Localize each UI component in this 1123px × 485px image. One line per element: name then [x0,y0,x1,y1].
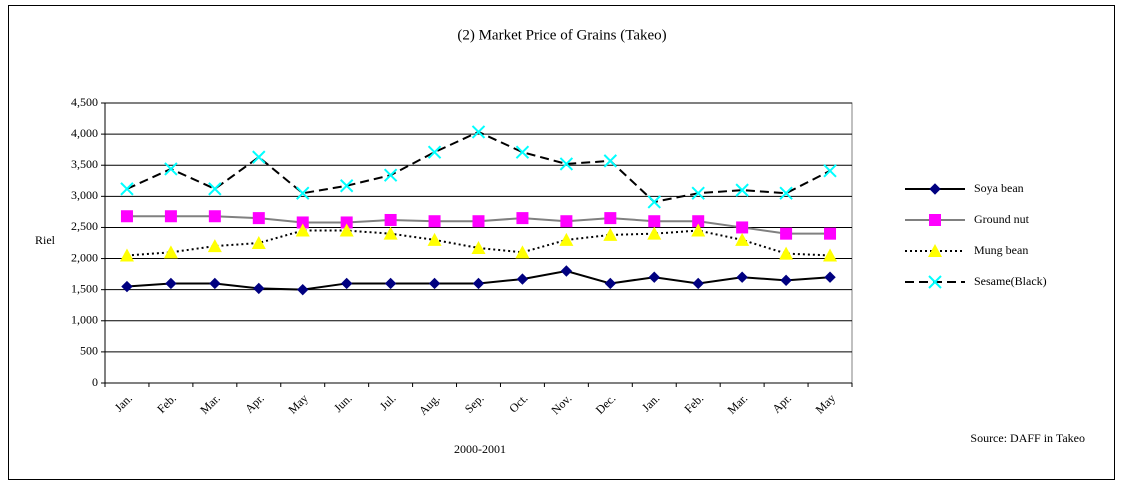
marker [928,244,942,257]
marker [295,223,310,237]
marker [208,182,222,196]
marker [296,186,310,200]
marker [120,182,134,196]
marker [691,223,706,237]
y-tick-label: 3,000 [71,188,98,202]
marker [735,232,750,246]
marker [472,215,485,228]
chart-title: (2) Market Price of Grains (Takeo) [457,27,666,43]
series-markers [121,265,836,296]
marker [560,265,573,277]
y-tick-label: 1,500 [71,281,98,295]
marker [120,210,133,223]
marker [692,215,705,228]
y-tick-label: 4,500 [71,95,98,109]
marker [428,215,441,228]
marker [735,183,749,197]
marker [164,162,178,176]
marker [604,212,617,225]
y-tick-label: 4,000 [71,126,98,140]
marker [163,245,178,259]
marker [780,274,792,287]
marker [119,248,134,262]
marker [384,213,397,226]
marker [427,232,442,246]
marker [296,216,309,229]
marker [427,145,442,159]
y-tick-label: 500 [80,344,98,358]
marker [779,246,794,260]
y-tick-label: 3,500 [71,157,98,171]
marker [691,186,705,200]
marker [929,214,941,226]
marker [165,277,177,290]
marker [736,271,748,283]
marker [603,227,618,241]
marker [604,277,617,290]
marker [207,239,222,253]
marker [340,277,353,290]
marker [297,283,309,296]
marker [648,215,661,228]
y-axis-label: Riel [35,233,56,247]
marker [824,227,837,240]
marker [471,125,486,139]
marker [823,164,837,178]
source-note: Source: DAFF in Takeo [970,431,1085,445]
marker [647,195,661,209]
marker [929,183,941,195]
legend-label: Soya bean [974,181,1024,195]
marker [164,210,177,223]
marker [560,215,573,228]
marker [471,240,486,254]
marker [559,232,574,246]
marker [383,226,398,240]
marker [339,179,354,193]
marker [252,150,266,164]
marker [340,216,353,229]
marker [648,271,660,283]
marker [384,277,397,290]
marker [779,186,793,200]
marker [647,226,662,240]
marker [339,223,354,237]
marker [559,157,574,171]
marker [253,282,265,295]
marker [824,271,836,283]
marker [928,275,942,289]
y-tick-label: 2,000 [71,250,98,264]
marker [823,248,838,262]
marker [692,277,704,290]
marker [515,245,530,259]
series-markers [120,125,837,209]
marker [515,145,530,159]
legend-label: Ground nut [974,212,1030,226]
marker [472,277,485,290]
marker [516,212,529,225]
marker [383,168,398,182]
marker [209,277,221,290]
marker [251,236,266,249]
marker [121,280,133,293]
marker [428,277,441,290]
marker [780,227,793,240]
marker [603,154,618,168]
legend-label: Sesame(Black) [974,274,1047,288]
series-markers [119,223,838,262]
marker [736,221,749,234]
series-markers [120,210,837,240]
marker [208,210,221,223]
x-axis-label: 2000-2001 [454,442,506,456]
y-tick-label: 0 [92,375,98,389]
y-tick-label: 2,500 [71,219,98,233]
legend-label: Mung bean [974,243,1028,257]
y-tick-label: 1,000 [71,313,98,327]
marker [252,212,265,225]
marker [516,273,529,285]
